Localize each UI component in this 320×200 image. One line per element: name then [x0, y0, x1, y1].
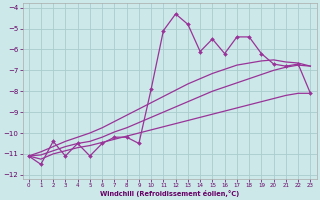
X-axis label: Windchill (Refroidissement éolien,°C): Windchill (Refroidissement éolien,°C): [100, 190, 239, 197]
